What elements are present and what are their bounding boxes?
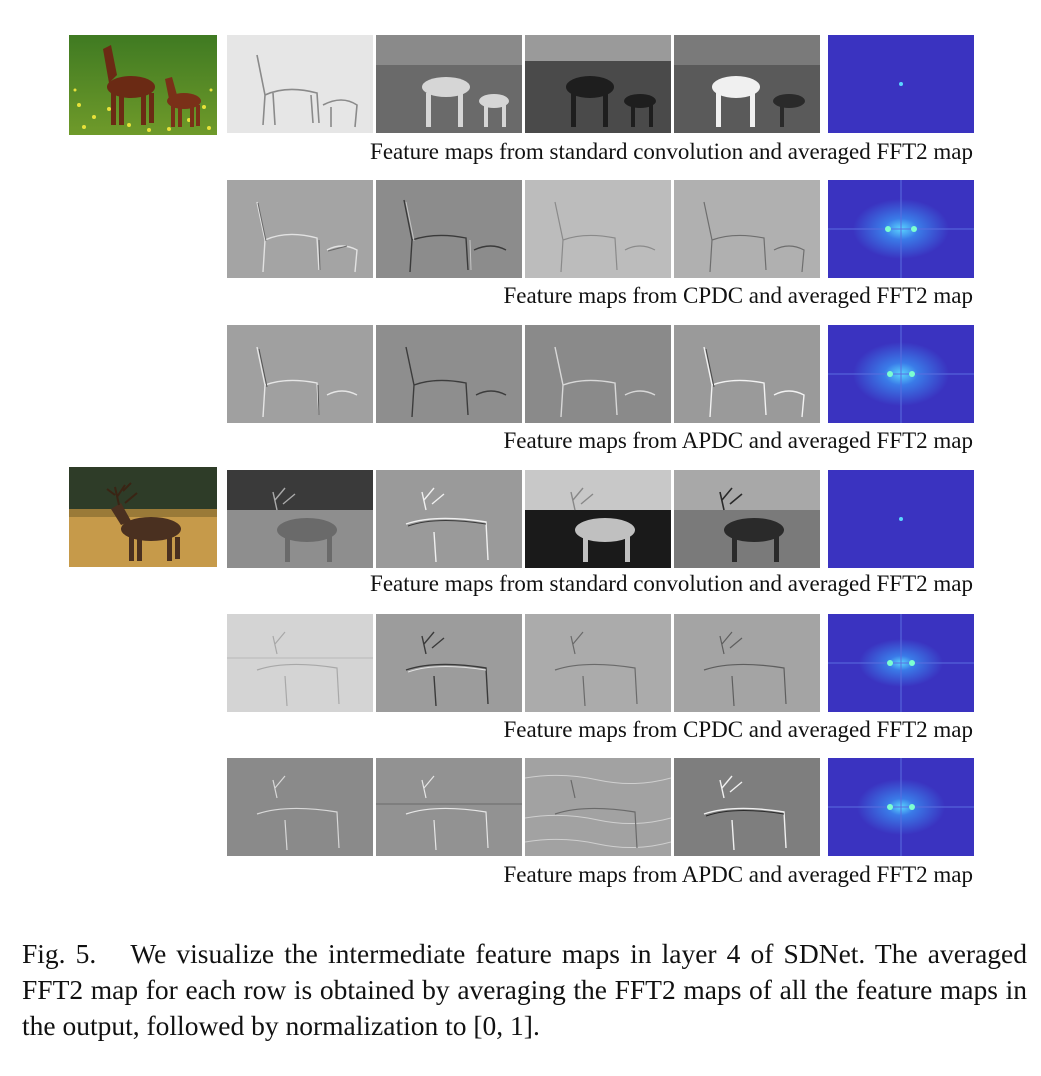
row-caption: Feature maps from APDC and averaged FFT2… (503, 428, 974, 453)
row-caption: Feature maps from standard convolution a… (370, 139, 973, 164)
feature-map-tile (227, 325, 373, 423)
feature-map-tile (227, 35, 373, 133)
fft2-map (828, 470, 974, 568)
feature-map-tile (525, 614, 671, 712)
feature-map-tile (525, 180, 671, 278)
figure-caption: Fig. 5. We visualize the intermediate fea… (22, 936, 1027, 1044)
input-image-elk (69, 467, 217, 567)
feature-map-tile (674, 758, 820, 856)
feature-map-tile (227, 614, 373, 712)
feature-map-tile (525, 35, 671, 133)
fft2-map (828, 35, 974, 133)
feature-map-tile (674, 180, 820, 278)
feature-map-tile (376, 758, 522, 856)
feature-map-tile (376, 614, 522, 712)
figure-caption-text: We visualize the intermediate feature ma… (22, 938, 1027, 1041)
feature-map-tile (674, 35, 820, 133)
feature-map-tile (227, 758, 373, 856)
fft2-map (828, 614, 974, 712)
feature-map-tile (376, 180, 522, 278)
feature-map-tile (525, 758, 671, 856)
row-caption: Feature maps from APDC and averaged FFT2… (503, 862, 974, 887)
figure-label: Fig. 5. (22, 938, 97, 969)
feature-map-tile (674, 614, 820, 712)
feature-map-tile (227, 180, 373, 278)
feature-map-tile (674, 325, 820, 423)
input-image-horse (69, 35, 217, 135)
fft2-map (828, 180, 974, 278)
row-caption: Feature maps from CPDC and averaged FFT2… (503, 717, 974, 742)
feature-map-tile (376, 35, 522, 133)
feature-map-tile (525, 325, 671, 423)
fft2-map (828, 325, 974, 423)
feature-map-tile (227, 470, 373, 568)
feature-map-tile (525, 470, 671, 568)
row-caption: Feature maps from CPDC and averaged FFT2… (503, 283, 974, 308)
fft2-map (828, 758, 974, 856)
row-caption: Feature maps from standard convolution a… (370, 571, 973, 596)
feature-map-tile (376, 470, 522, 568)
feature-map-tile (376, 325, 522, 423)
feature-map-tile (674, 470, 820, 568)
